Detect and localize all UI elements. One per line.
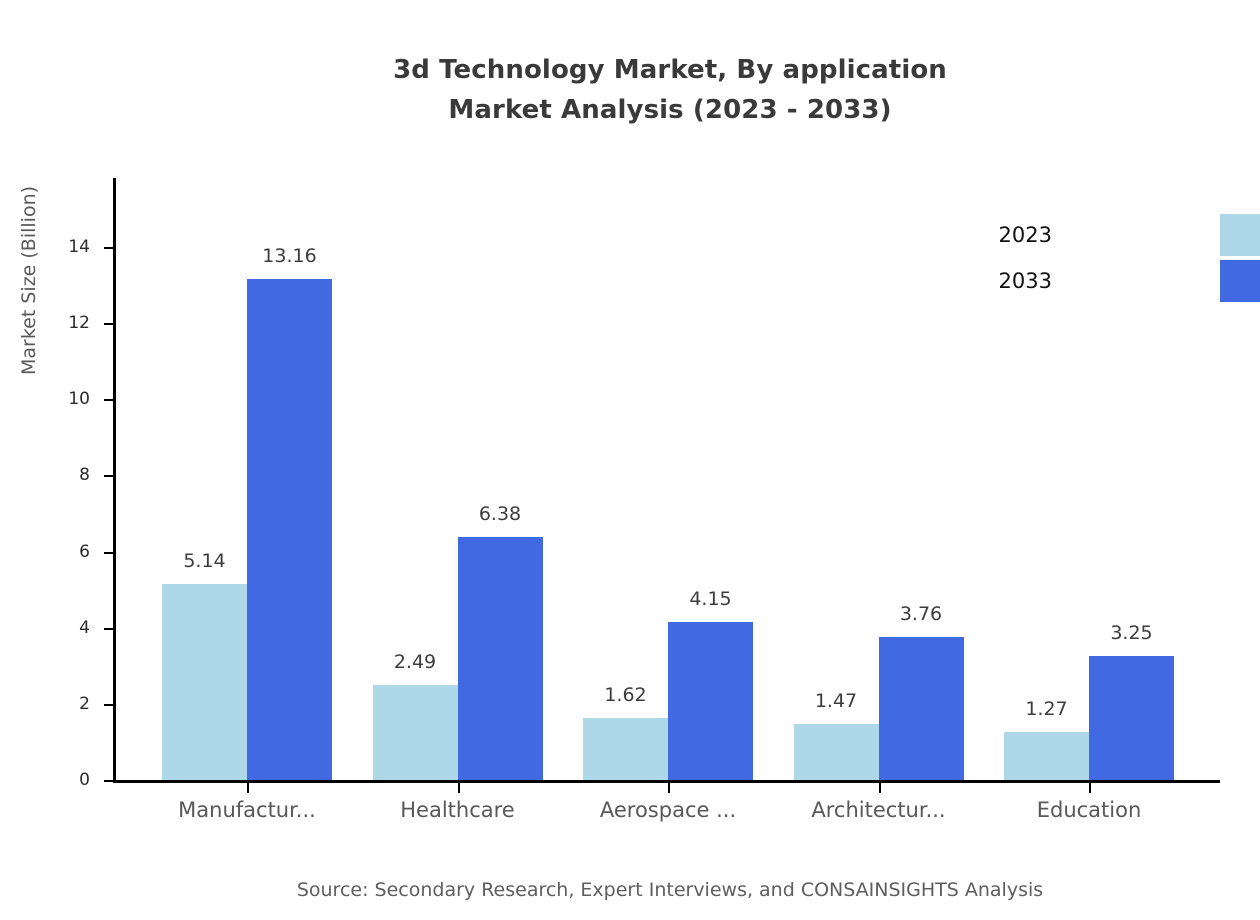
plot-area: 5.14 13.16 2.49 6.38 1.62 4.15 1.47 3.76 1.27 3.2… (104, 178, 1220, 793)
y-axis-tick-label: 12 (68, 313, 90, 334)
chart-title-line-1: 3d Technology Market, By application (393, 55, 947, 85)
chart-title: 3d Technology Market, By application Mar… (0, 50, 1260, 130)
x-axis-category-label: Manufactur... (178, 798, 316, 822)
bar-value-label: 4.15 (689, 587, 732, 610)
bar-value-label: 6.38 (478, 503, 522, 526)
y-axis-tick-label: 4 (79, 617, 90, 638)
y-axis-tick (104, 323, 113, 326)
bar-2033-4[interactable] (878, 636, 964, 780)
y-axis-tick-label: 2 (79, 693, 90, 714)
bar-2023-5[interactable] (1004, 731, 1089, 780)
x-axis-category-label: Healthcare (400, 798, 515, 822)
bar-value-label: 3.76 (899, 602, 943, 625)
bar-2033-3[interactable] (668, 621, 753, 780)
x-axis-line (113, 780, 1220, 783)
bar-2033-1[interactable] (247, 278, 332, 780)
y-axis-title: Market Size (Billion) (18, 185, 40, 375)
y-axis-tick-label: 0 (79, 770, 90, 790)
x-axis-tick (878, 782, 881, 793)
bar-2023-4[interactable] (793, 724, 879, 780)
y-axis-tick (104, 551, 113, 554)
bar-value-label: 1.62 (604, 684, 647, 707)
y-axis-tick (104, 475, 113, 478)
bar-value-label: 2.49 (393, 651, 437, 674)
bar-value-label: 13.16 (262, 244, 317, 267)
source-note: Source: Secondary Research, Expert Inter… (296, 879, 1044, 901)
legend-label: 2023 (998, 223, 1052, 247)
bar-value-label: 1.47 (814, 690, 858, 713)
x-axis-category-label: Architectur... (811, 798, 946, 822)
chart-title-line-2: Market Analysis (2023 - 2033) (448, 95, 892, 125)
y-axis-tick-label: 6 (79, 541, 90, 562)
x-axis-tick (1089, 782, 1091, 793)
bar-2033-5[interactable] (1089, 656, 1174, 780)
y-axis-tick (104, 246, 113, 249)
x-axis-category-label: Education (1036, 798, 1142, 822)
x-axis-tick (247, 782, 249, 793)
y-axis-tick (104, 703, 113, 706)
bar-2033-2[interactable] (457, 537, 543, 780)
x-axis-category-label: Aerospace ... (599, 798, 737, 822)
y-axis-line (113, 178, 116, 780)
y-axis-tick (104, 399, 113, 402)
bar-value-label: 1.27 (1025, 697, 1068, 720)
bar-2023-1[interactable] (162, 584, 247, 780)
y-axis-tick (104, 780, 113, 782)
bar-value-label: 3.25 (1110, 622, 1153, 645)
bar-2023-2[interactable] (372, 685, 458, 780)
y-axis-tick-label: 8 (79, 465, 90, 486)
bar-value-label: 5.14 (183, 550, 226, 573)
y-axis-tick-label: 10 (68, 389, 90, 410)
bar-2023-3[interactable] (583, 718, 668, 780)
y-axis-tick (104, 627, 113, 630)
legend-label: 2033 (998, 269, 1052, 293)
x-axis-tick (457, 782, 460, 793)
legend-swatch-icon (1220, 260, 1260, 302)
x-axis-tick (668, 782, 670, 793)
y-axis-tick-label: 14 (68, 236, 90, 257)
legend-swatch-icon (1220, 214, 1260, 256)
